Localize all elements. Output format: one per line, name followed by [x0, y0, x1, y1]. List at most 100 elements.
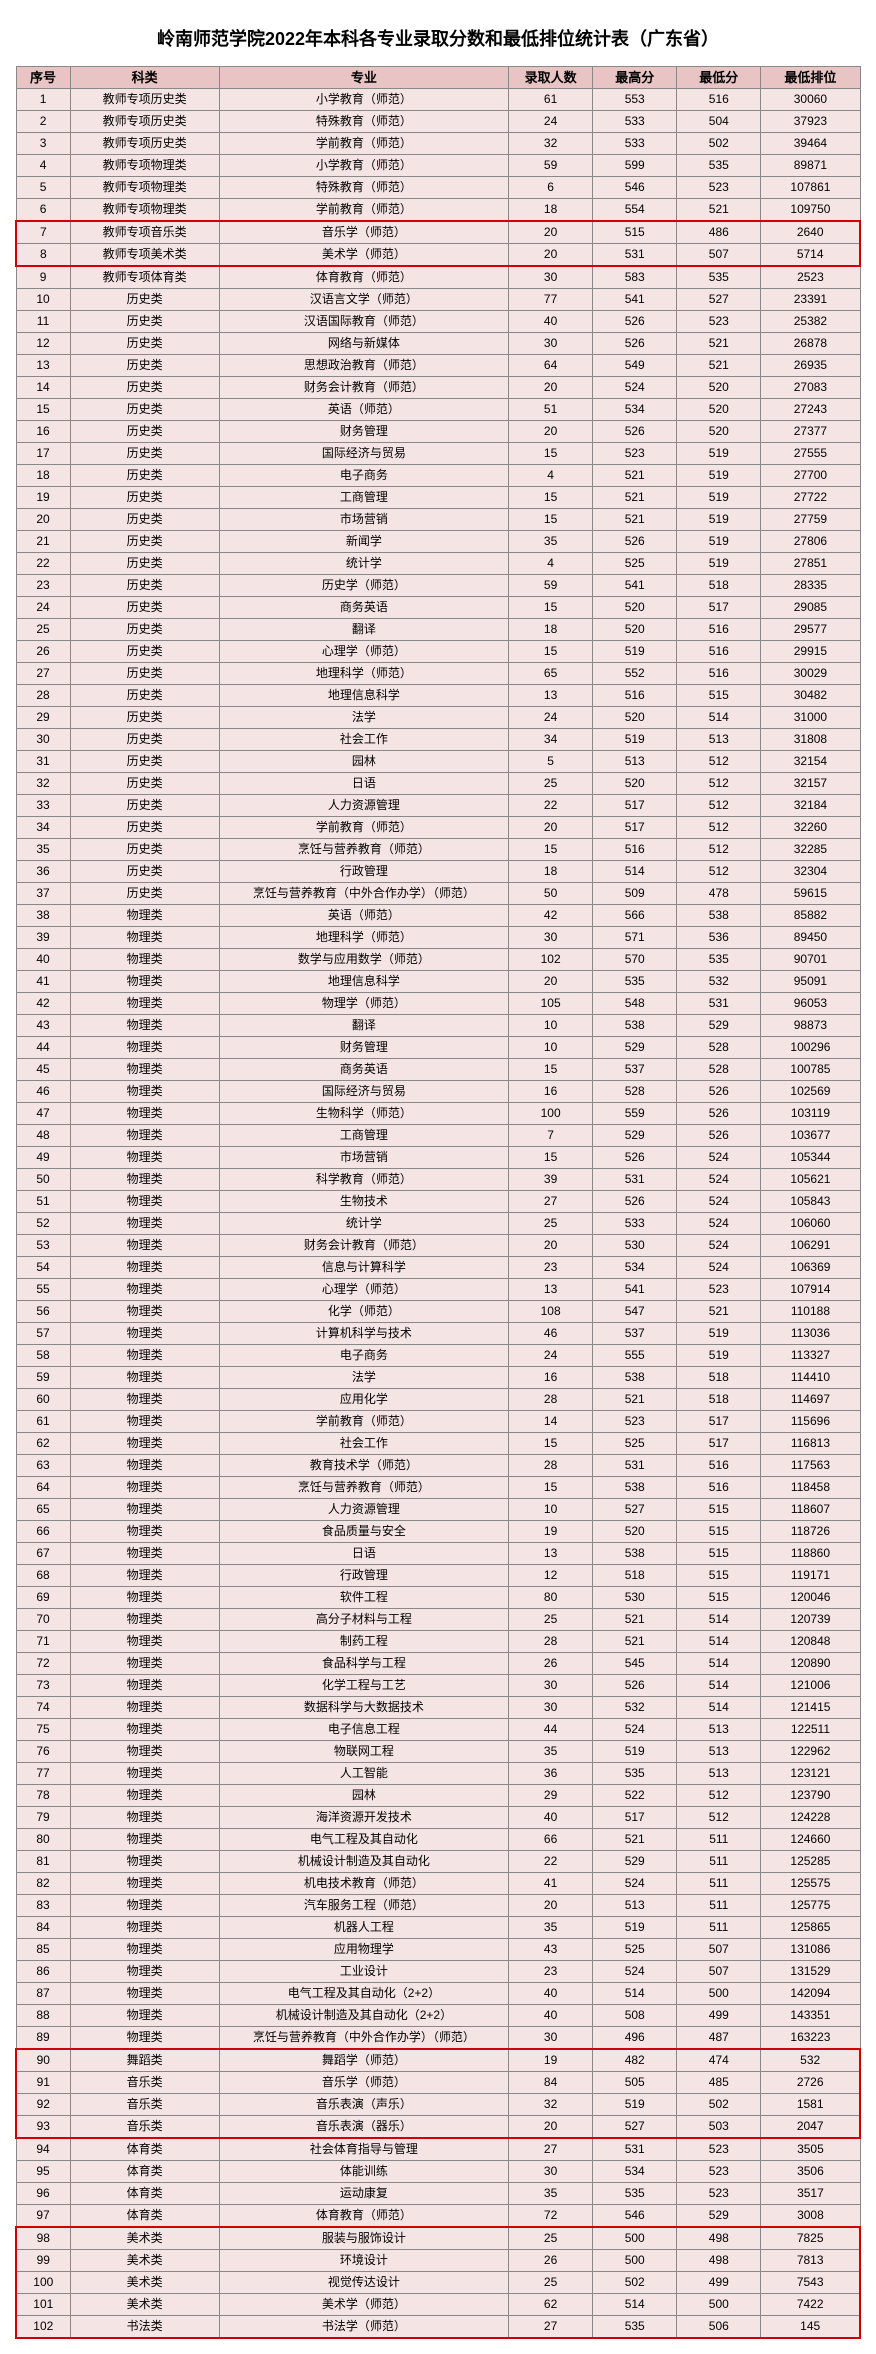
- table-cell: 19: [509, 2049, 593, 2072]
- table-cell: 28335: [761, 575, 860, 597]
- table-cell: 烹饪与营养教育（师范）: [219, 839, 508, 861]
- table-cell: 历史类: [70, 883, 219, 905]
- table-cell: 519: [677, 553, 761, 575]
- table-cell: 物理类: [70, 1807, 219, 1829]
- table-cell: 人工智能: [219, 1763, 508, 1785]
- table-cell: 23: [16, 575, 70, 597]
- table-cell: 12: [16, 333, 70, 355]
- table-cell: 526: [593, 1191, 677, 1213]
- table-cell: 504: [677, 111, 761, 133]
- table-cell: 物理学（师范）: [219, 993, 508, 1015]
- table-cell: 物理类: [70, 1873, 219, 1895]
- table-row: 26历史类心理学（师范）1551951629915: [16, 641, 860, 663]
- table-cell: 105621: [761, 1169, 860, 1191]
- table-cell: 20: [509, 817, 593, 839]
- table-cell: 95: [16, 2161, 70, 2183]
- table-cell: 物理类: [70, 1609, 219, 1631]
- table-cell: 515: [677, 1521, 761, 1543]
- table-header-row: 序号 科类 专业 录取人数 最高分 最低分 最低排位: [16, 67, 860, 89]
- table-row: 32历史类日语2552051232157: [16, 773, 860, 795]
- table-row: 46物理类国际经济与贸易16528526102569: [16, 1081, 860, 1103]
- table-cell: 教师专项美术类: [70, 244, 219, 267]
- table-cell: 体育类: [70, 2183, 219, 2205]
- table-cell: 517: [593, 795, 677, 817]
- table-cell: 525: [593, 553, 677, 575]
- table-cell: 84: [509, 2072, 593, 2094]
- table-cell: 18: [509, 861, 593, 883]
- table-cell: 27: [509, 2138, 593, 2161]
- table-cell: 583: [593, 266, 677, 289]
- table-cell: 529: [593, 1125, 677, 1147]
- table-cell: 物理类: [70, 1983, 219, 2005]
- table-cell: 13: [509, 1279, 593, 1301]
- table-cell: 33: [16, 795, 70, 817]
- table-cell: 心理学（师范）: [219, 1279, 508, 1301]
- table-cell: 美术类: [70, 2272, 219, 2294]
- table-cell: 3505: [761, 2138, 860, 2161]
- table-cell: 517: [593, 817, 677, 839]
- table-row: 85物理类应用物理学43525507131086: [16, 1939, 860, 1961]
- table-cell: 社会工作: [219, 729, 508, 751]
- table-cell: 59: [16, 1367, 70, 1389]
- table-cell: 地理信息科学: [219, 971, 508, 993]
- table-cell: 32157: [761, 773, 860, 795]
- table-cell: 7: [509, 1125, 593, 1147]
- table-cell: 历史类: [70, 509, 219, 531]
- table-cell: 23: [509, 1961, 593, 1983]
- table-cell: 531: [593, 1455, 677, 1477]
- table-cell: 515: [593, 221, 677, 244]
- table-cell: 22: [509, 795, 593, 817]
- table-row: 64物理类烹饪与营养教育（师范）15538516118458: [16, 1477, 860, 1499]
- table-cell: 物理类: [70, 971, 219, 993]
- table-cell: 财务会计教育（师范）: [219, 1235, 508, 1257]
- table-cell: 496: [593, 2027, 677, 2050]
- table-row: 77物理类人工智能36535513123121: [16, 1763, 860, 1785]
- table-cell: 530: [593, 1587, 677, 1609]
- table-cell: 545: [593, 1653, 677, 1675]
- table-row: 8教师专项美术类美术学（师范）205315075714: [16, 244, 860, 267]
- table-cell: 36: [16, 861, 70, 883]
- table-cell: 524: [593, 377, 677, 399]
- table-cell: 24: [16, 597, 70, 619]
- table-cell: 13: [16, 355, 70, 377]
- table-row: 17历史类国际经济与贸易1552351927555: [16, 443, 860, 465]
- table-cell: 10: [509, 1015, 593, 1037]
- table-cell: 物理类: [70, 1851, 219, 1873]
- table-cell: 541: [593, 1279, 677, 1301]
- table-cell: 16: [509, 1081, 593, 1103]
- table-cell: 制药工程: [219, 1631, 508, 1653]
- table-cell: 87: [16, 1983, 70, 2005]
- table-cell: 35: [509, 1741, 593, 1763]
- table-cell: 599: [593, 155, 677, 177]
- table-cell: 520: [593, 619, 677, 641]
- table-cell: 67: [16, 1543, 70, 1565]
- table-cell: 25: [509, 2227, 593, 2250]
- table-cell: 物理类: [70, 1917, 219, 1939]
- table-cell: 555: [593, 1345, 677, 1367]
- th-seq: 序号: [16, 67, 70, 89]
- table-cell: 118607: [761, 1499, 860, 1521]
- table-cell: 105344: [761, 1147, 860, 1169]
- table-cell: 1: [16, 89, 70, 111]
- table-cell: 534: [593, 399, 677, 421]
- table-cell: 66: [509, 1829, 593, 1851]
- table-cell: 519: [677, 487, 761, 509]
- table-cell: 534: [593, 1257, 677, 1279]
- table-cell: 57: [16, 1323, 70, 1345]
- table-cell: 538: [593, 1015, 677, 1037]
- table-cell: 23: [509, 1257, 593, 1279]
- table-cell: 125285: [761, 1851, 860, 1873]
- table-cell: 教师专项音乐类: [70, 221, 219, 244]
- table-cell: 520: [677, 399, 761, 421]
- table-cell: 102: [16, 2316, 70, 2339]
- table-cell: 物理类: [70, 1257, 219, 1279]
- table-row: 31历史类园林551351232154: [16, 751, 860, 773]
- table-cell: 12: [509, 1565, 593, 1587]
- table-cell: 历史类: [70, 795, 219, 817]
- table-body: 1教师专项历史类小学教育（师范）61553516300602教师专项历史类特殊教…: [16, 89, 860, 2339]
- table-cell: 72: [16, 1653, 70, 1675]
- table-cell: 物理类: [70, 1675, 219, 1697]
- table-cell: 552: [593, 663, 677, 685]
- table-cell: 28: [509, 1389, 593, 1411]
- table-cell: 40: [509, 1807, 593, 1829]
